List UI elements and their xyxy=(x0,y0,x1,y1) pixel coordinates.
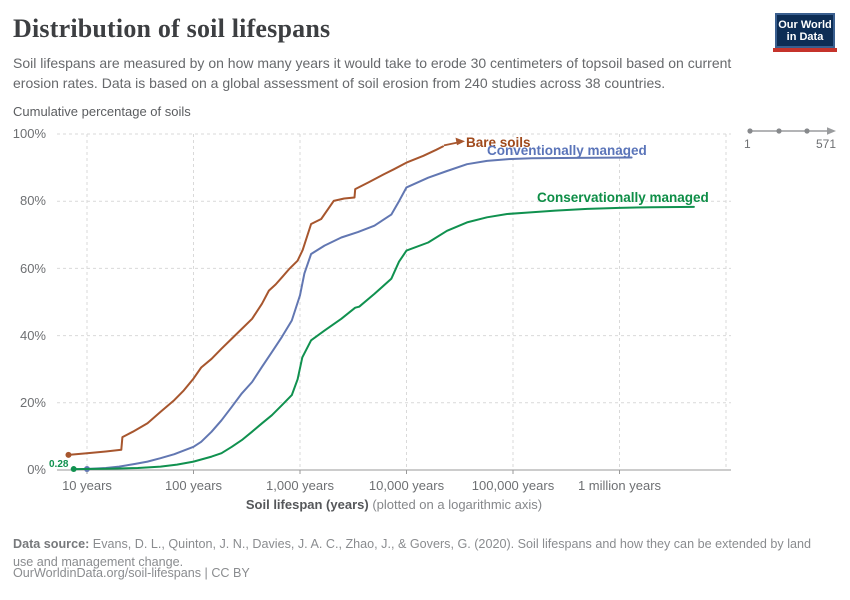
y-tick-60: 60% xyxy=(19,260,46,276)
owid-logo[interactable]: Our World in Data xyxy=(773,13,837,52)
x-axis-title-note: (plotted on a logarithmic axis) xyxy=(368,497,543,512)
start-value-annotation: 0.28 xyxy=(49,459,69,470)
x-axis-title-main: Soil lifespan (years) xyxy=(245,497,369,512)
owid-logo-line2: in Data xyxy=(786,30,824,43)
data-source-text: Evans, D. L., Quinton, J. N., Davies, J.… xyxy=(13,537,812,569)
slider-end-value[interactable]: 571 xyxy=(815,137,836,151)
x-tick-100y: 100 years xyxy=(164,478,223,493)
license-link[interactable]: OurWorldinData.org/soil-lifespans | CC B… xyxy=(13,566,250,580)
plot-area: 100% 80% 60% 40% 20% 0% 10 years 100 yea… xyxy=(0,118,745,500)
observation-range-slider[interactable]: 1 571 xyxy=(738,115,843,159)
y-tick-100: 100% xyxy=(12,126,46,141)
slider-start-value[interactable]: 1 xyxy=(744,137,751,151)
data-source-note: Data source: Evans, D. L., Quinton, J. N… xyxy=(13,535,818,571)
series-label-conventionally-managed: Conventionally managed xyxy=(487,143,647,158)
y-tick-0: 0% xyxy=(27,461,46,477)
x-tick-100ky: 100,000 years xyxy=(471,478,555,493)
y-tick-80: 80% xyxy=(19,193,46,208)
chart-subtitle: Soil lifespans are measured by on how ma… xyxy=(13,55,732,91)
series-label-conservationally-managed: Conservationally managed xyxy=(537,190,709,205)
chart-canvas[interactable] xyxy=(0,118,745,500)
owid-logo-box: Our World in Data xyxy=(775,13,835,48)
x-tick-10y: 10 years xyxy=(62,478,112,493)
x-tick-10ky: 10,000 years xyxy=(368,478,445,493)
data-source-label: Data source: xyxy=(13,537,90,551)
x-tick-1ky: 1,000 years xyxy=(266,478,334,493)
owid-logo-red-bar xyxy=(773,48,837,52)
x-axis-title: Soil lifespan (years) (plotted on a loga… xyxy=(57,497,731,512)
page-title: Distribution of soil lifespans xyxy=(13,14,331,43)
y-tick-40: 40% xyxy=(19,327,46,343)
series-label-bare-soils: Bare soils xyxy=(466,135,531,150)
y-axis-title: Cumulative percentage of soils xyxy=(13,104,191,119)
slider-track-icon xyxy=(747,127,836,135)
y-tick-20: 20% xyxy=(19,394,46,410)
x-tick-1my: 1 million years xyxy=(577,478,662,493)
owid-logo-line1: Our World xyxy=(778,18,832,31)
